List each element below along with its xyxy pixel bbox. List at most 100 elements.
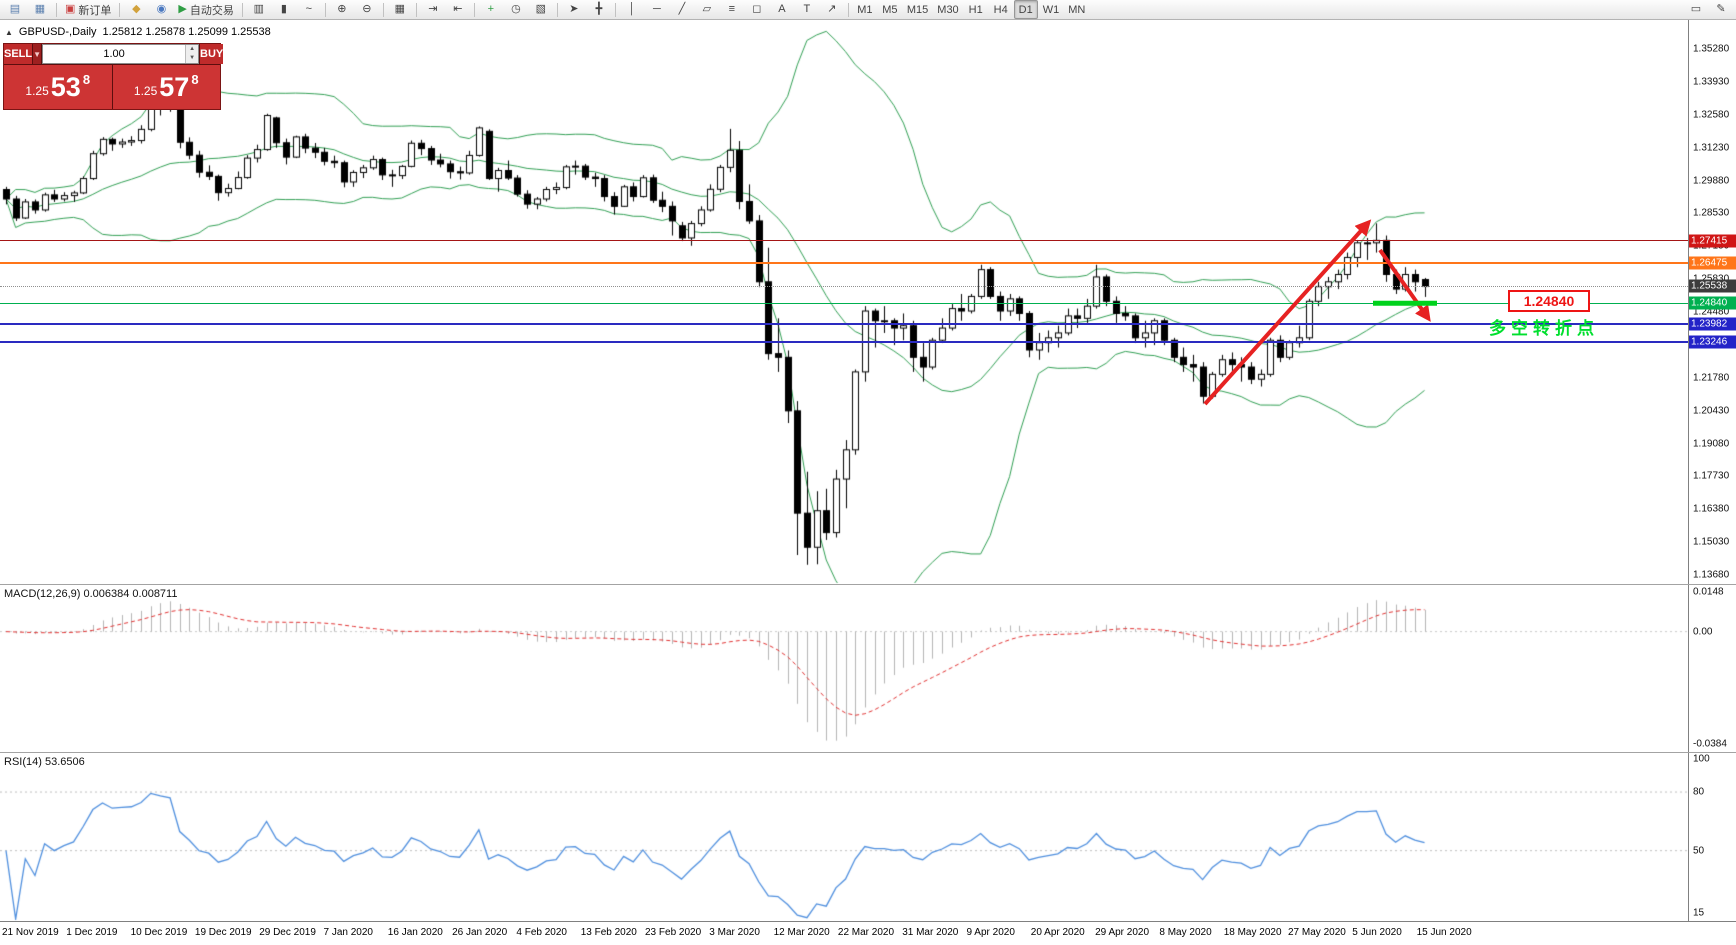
timeframe-h1[interactable]: H1 [964, 0, 988, 19]
rsi-label: RSI(14) 53.6506 [4, 756, 85, 768]
timeframe-m5[interactable]: M5 [878, 0, 902, 19]
timeframe-h1-label: H1 [968, 3, 983, 16]
time-axis-label: 26 Jan 2020 [452, 927, 508, 938]
timeframe-w1-label: W1 [1042, 3, 1060, 16]
crosshair-icon[interactable]: ╋ [587, 0, 611, 19]
bar-chart-icon[interactable]: ▥ [247, 0, 271, 19]
timeframe-mn[interactable]: MN [1064, 0, 1089, 19]
timeframe-m30[interactable]: M30 [933, 0, 962, 19]
volume-stepper[interactable]: ▲ ▼ [185, 45, 199, 63]
templates-icon[interactable]: ▧ [529, 0, 553, 19]
line-chart-icon[interactable]: ~ [297, 0, 321, 19]
auto-trading-button[interactable]: ▶ 自动交易 [174, 0, 237, 19]
time-axis-label: 12 Mar 2020 [773, 927, 830, 938]
stepper-down-icon[interactable]: ▼ [186, 54, 199, 63]
buy-price-big: 57 [159, 71, 190, 102]
chart-window-icon: ▤ [9, 3, 21, 15]
one-click-trading-panel: SELL ▼ ▲ ▼ BUY 1.25 53 8 1.2 [4, 44, 224, 109]
chart-canvas[interactable] [0, 0, 1688, 945]
tile-windows-icon[interactable]: ▦ [388, 0, 412, 19]
time-axis-label: 3 Mar 2020 [709, 927, 760, 938]
timeframe-mn-label: MN [1068, 3, 1086, 16]
turning-point-text[interactable]: 多空转折点 [1489, 319, 1599, 338]
time-axis-label: 15 Jun 2020 [1416, 927, 1472, 938]
horizontal-line[interactable] [0, 341, 1688, 343]
chart-shift-icon[interactable]: ⇤ [446, 0, 470, 19]
pencil-icon[interactable]: ✎ [1709, 0, 1733, 19]
quick-panel-icon[interactable]: ▭ [1684, 0, 1708, 19]
one-click-toggle[interactable]: ▲ [5, 27, 13, 37]
sell-price-button[interactable]: 1.25 53 8 [4, 65, 112, 109]
buy-price-button[interactable]: 1.25 57 8 [112, 65, 220, 109]
price-axis-label: 1.15030 [1693, 536, 1730, 548]
price-axis-label: 1.35280 [1693, 43, 1730, 55]
trend-drawings[interactable] [0, 0, 1688, 945]
candlestick-chart-icon[interactable]: ▮ [272, 0, 296, 19]
macd-scale-bottom: -0.0384 [1693, 738, 1727, 750]
time-axis[interactable]: 21 Nov 2019 1 Dec 2019 10 Dec 2019 19 Dec 2… [0, 921, 1736, 945]
timeframe-m1-label: M1 [857, 3, 873, 16]
chevron-down-icon[interactable]: ▼ [33, 44, 42, 64]
toolbar: ▤ ▦ ▣ 新订单 ◆ ◉ ▶ 自动交易 ▥ ▮ ~ ⊕ ⊖ ▦ ⇥ ⇤ + ◷ ▧ ➤ ╋ │ ─ ╱ ▱ ≡ ◻ A T ↗ M1 M5 M… [0, 0, 1736, 20]
profiles-icon[interactable]: ▦ [28, 0, 52, 19]
toolbar-separator [241, 2, 243, 17]
history-center-icon[interactable]: ◆ [124, 0, 148, 19]
volume-input[interactable] [43, 45, 186, 63]
chart-window-icon[interactable]: ▤ [3, 0, 27, 19]
timeframe-h4[interactable]: H4 [989, 0, 1013, 19]
text-icon[interactable]: A [770, 0, 794, 19]
new-order-button[interactable]: ▣ 新订单 [61, 0, 115, 19]
toolbar-separator [119, 2, 121, 17]
buy-price-sup: 8 [191, 71, 199, 87]
price-axis[interactable]: 0.0148 0.00 -0.0384 1.35280 1.33930 1.3258… [1688, 0, 1736, 921]
tile-windows-icon: ▦ [394, 3, 406, 15]
horizontal-line[interactable] [0, 240, 1688, 241]
time-axis-label: 29 Apr 2020 [1095, 927, 1150, 938]
shapes-icon[interactable]: ◻ [745, 0, 769, 19]
price-annotation-box[interactable]: 1.24840 [1508, 290, 1590, 312]
timeframe-d1[interactable]: D1 [1013, 0, 1038, 19]
cursor-icon[interactable]: ➤ [562, 0, 586, 19]
horizontal-line[interactable] [0, 262, 1688, 264]
periods-icon[interactable]: ◷ [504, 0, 528, 19]
label-icon: T [803, 3, 811, 15]
trend-arrow-down[interactable] [1378, 248, 1431, 322]
zoom-out-icon[interactable]: ⊖ [355, 0, 379, 19]
timeframe-m1[interactable]: M1 [853, 0, 877, 19]
horizontal-line[interactable] [0, 323, 1688, 325]
buy-header-button[interactable]: BUY [200, 44, 224, 64]
price-axis-label: 1.28530 [1693, 207, 1730, 219]
trendline-icon: ╱ [678, 3, 686, 15]
chart-shift-icon: ⇤ [453, 3, 463, 15]
zoom-in-icon: ⊕ [337, 3, 347, 15]
channel-icon[interactable]: ▱ [695, 0, 719, 19]
global-variables-icon[interactable]: ◉ [149, 0, 173, 19]
pane-separator[interactable] [0, 752, 1736, 753]
sell-header-button[interactable]: SELL [4, 44, 33, 64]
price-axis-label: 1.20430 [1693, 405, 1730, 417]
time-axis-label: 16 Jan 2020 [387, 927, 443, 938]
horizontal-line-icon[interactable]: ─ [645, 0, 669, 19]
auto-trading-button: ▶ [178, 3, 187, 15]
auto-scroll-icon[interactable]: ⇥ [421, 0, 445, 19]
vertical-line-icon[interactable]: │ [620, 0, 644, 19]
timeframe-m15[interactable]: M15 [903, 0, 932, 19]
timeframe-m30-label: M30 [937, 3, 959, 16]
horizontal-line[interactable] [0, 286, 1688, 287]
price-axis-label: 1.17730 [1693, 470, 1730, 482]
arrows-icon[interactable]: ↗ [820, 0, 844, 19]
indicators-icon[interactable]: + [479, 0, 503, 19]
pencil-icon: ✎ [1716, 3, 1726, 15]
horizontal-line[interactable] [0, 303, 1688, 304]
timeframe-w1[interactable]: W1 [1039, 0, 1064, 19]
pane-separator[interactable] [0, 584, 1736, 585]
fibonacci-icon[interactable]: ≡ [720, 0, 744, 19]
trendline-icon[interactable]: ╱ [670, 0, 694, 19]
trend-arrow-up[interactable] [1203, 219, 1372, 406]
label-icon[interactable]: T [795, 0, 819, 19]
periods-icon: ◷ [511, 3, 521, 15]
stepper-up-icon[interactable]: ▲ [186, 45, 199, 54]
sell-price-small: 1.25 [25, 84, 49, 98]
sell-price-big: 53 [50, 71, 81, 102]
zoom-in-icon[interactable]: ⊕ [330, 0, 354, 19]
